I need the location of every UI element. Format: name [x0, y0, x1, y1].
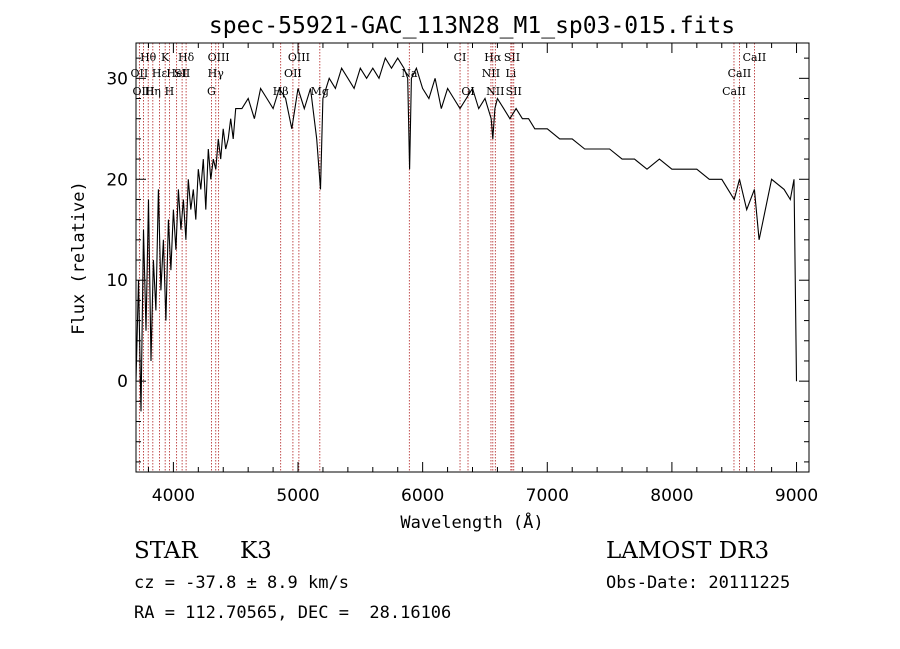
- x-axis-label: Wavelength (Å): [400, 511, 543, 533]
- spectral-line-label: H: [165, 85, 175, 98]
- x-tick-label: 8000: [650, 486, 693, 506]
- spectral-line-label: Hδ: [178, 51, 195, 64]
- y-tick-label: 0: [117, 372, 128, 392]
- spectral-line-label: Hγ: [208, 67, 225, 80]
- y-axis-ticks: 0 10 20 30: [106, 57, 809, 463]
- object-class: STAR: [134, 538, 198, 564]
- plot-frame: [135, 42, 810, 473]
- ra-dec-coordinates: RA = 112.70565, DEC = 28.16106: [134, 603, 452, 623]
- x-axis-ticks: 4000 5000 6000 7000 8000 9000: [147, 43, 818, 506]
- spectral-line-label: OIII: [132, 85, 154, 98]
- spectral-line-label: SII: [174, 67, 190, 80]
- y-axis-label: Flux (relative): [69, 181, 89, 335]
- spectral-line-label: OIII: [288, 51, 310, 64]
- spectral-line-label: NII: [482, 67, 500, 80]
- spectral-line-label: SII: [506, 85, 522, 98]
- spectrum-line: [135, 56, 798, 412]
- spectral-line-label: CaII: [728, 67, 752, 80]
- y-tick-label: 30: [106, 69, 128, 89]
- spectral-line-label: Hε: [152, 67, 168, 80]
- spectral-line-label: Hα: [484, 51, 502, 64]
- spectral-line-label: CaII: [722, 85, 746, 98]
- x-tick-label: 5000: [276, 486, 319, 506]
- spectral-line-label: Hη: [145, 85, 161, 98]
- x-tick-label: 9000: [775, 486, 818, 506]
- x-tick-label: 4000: [152, 486, 195, 506]
- object-subclass: K3: [240, 538, 272, 564]
- spectral-line-label: G: [207, 85, 216, 98]
- x-tick-label: 7000: [526, 486, 569, 506]
- spectral-line-label: K: [161, 51, 170, 64]
- spectral-line-label: SII: [504, 51, 520, 64]
- spectral-line-label: Na: [401, 67, 418, 80]
- spectral-line-label: Hθ: [140, 51, 157, 64]
- chart-title: spec-55921-GAC_113N28_M1_sp03-015.fits: [209, 13, 735, 39]
- spectral-line-label: OII: [284, 67, 302, 80]
- spectral-line-label: OIII: [208, 51, 230, 64]
- spectral-line-label: Li: [505, 67, 516, 80]
- y-tick-label: 20: [106, 170, 128, 190]
- survey-name: LAMOST DR3: [606, 538, 770, 564]
- spectral-line-label: CaII: [743, 51, 767, 64]
- y-tick-label: 10: [106, 271, 128, 291]
- observation-date: Obs-Date: 20111225: [606, 573, 791, 593]
- redshift-velocity: cz = -37.8 ± 8.9 km/s: [134, 573, 349, 593]
- spectral-line-label: CI: [454, 51, 467, 64]
- spectral-line-label: NII: [486, 85, 504, 98]
- spectral-line-label: OI: [461, 85, 474, 98]
- x-tick-label: 6000: [401, 486, 444, 506]
